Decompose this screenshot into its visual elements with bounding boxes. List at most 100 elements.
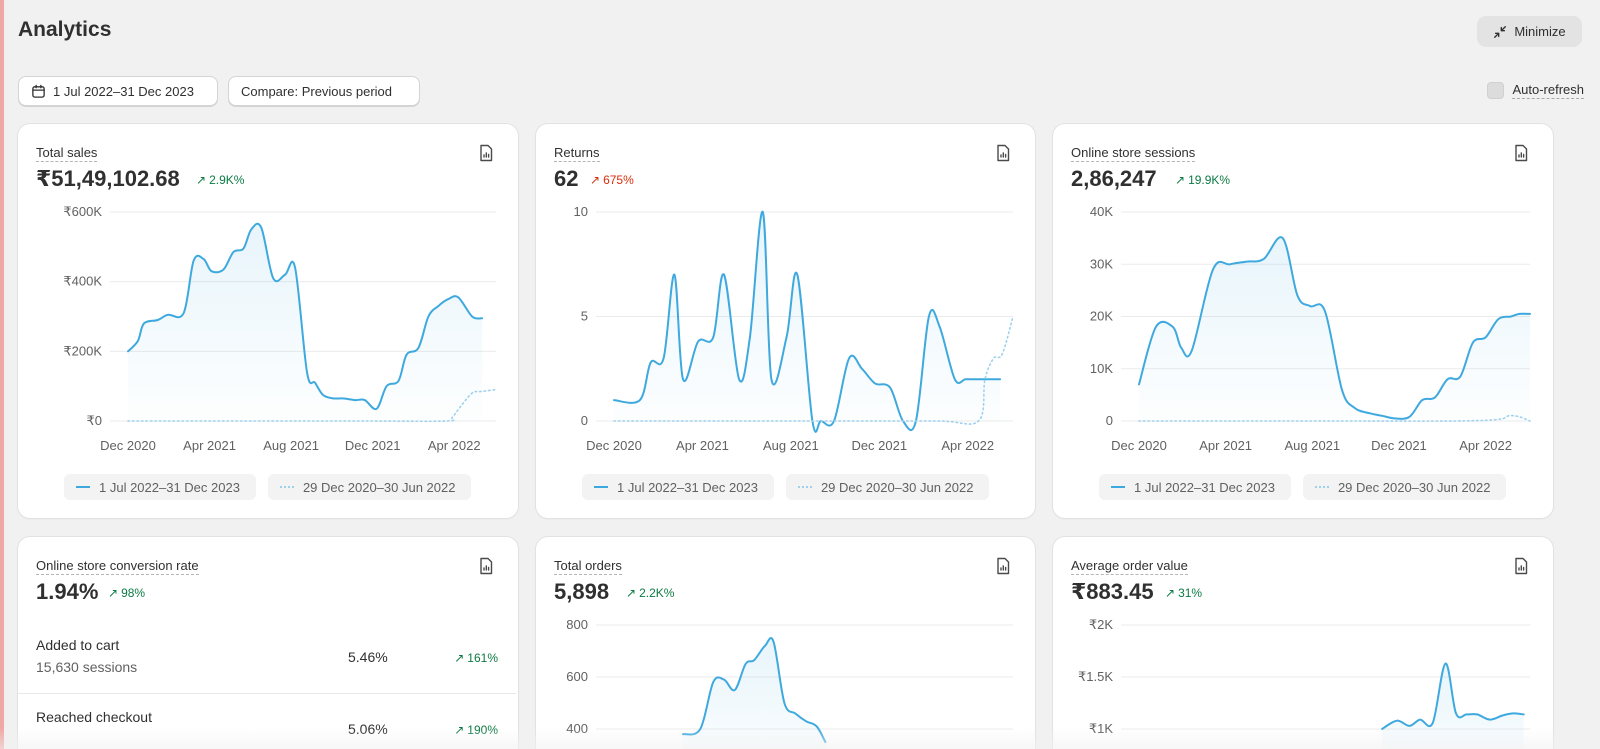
- y-tick-label: 5: [581, 309, 588, 324]
- card-value: 1.94%: [36, 579, 99, 604]
- legend-previous[interactable]: 29 Dec 2020–30 Jun 2022: [267, 474, 472, 500]
- series-line-current: [1381, 662, 1525, 730]
- card-title: Total orders: [554, 558, 622, 575]
- chart-legend: 1 Jul 2022–31 Dec 2023 29 Dec 2020–30 Ju…: [582, 474, 990, 500]
- auto-refresh-toggle[interactable]: Auto-refresh: [1487, 82, 1584, 99]
- x-tick-label: Aug 2021: [763, 438, 819, 453]
- arrow-up-icon: ↗: [626, 586, 637, 600]
- legend-previous-label: 29 Dec 2020–30 Jun 2022: [1337, 479, 1491, 495]
- card-title: Total sales: [36, 145, 98, 162]
- card-value: 62: [554, 166, 579, 191]
- average-order-value-card[interactable]: Average order value ₹883.45 ↗ 31% ₹1K ₹1.…: [1053, 537, 1553, 749]
- calendar-icon: [32, 84, 45, 98]
- minimize-icon: [1494, 25, 1507, 38]
- compare-button[interactable]: Compare: Previous period: [228, 76, 420, 106]
- change-value: 19.9K%: [1188, 173, 1231, 187]
- change-value: 98%: [121, 586, 146, 600]
- funnel-step-change-value: 190%: [467, 723, 498, 737]
- total-sales-chart: ₹0 ₹200K ₹400K ₹600K Dec 2020 Apr 2021 Aug 202…: [63, 204, 497, 453]
- y-tick-label: ₹1K: [1089, 721, 1114, 736]
- export-report-icon[interactable]: [478, 557, 494, 575]
- legend-solid-swatch: [594, 486, 608, 488]
- total-sales-card[interactable]: Total sales ₹51,49,102.68 ↗ 2.9K% ₹0 ₹200…: [18, 124, 518, 518]
- y-tick-label: ₹2K: [1089, 617, 1114, 632]
- arrow-up-icon: ↗: [108, 586, 119, 600]
- series-line-current: [682, 637, 827, 743]
- series-area: [128, 223, 483, 421]
- card-value: 5,898: [554, 579, 610, 604]
- series-line-current: [1138, 236, 1531, 420]
- x-tick-label: Apr 2021: [1199, 438, 1252, 453]
- y-tick-label: 0: [581, 413, 588, 428]
- y-tick-label: 10: [574, 204, 588, 219]
- chart-legend: 1 Jul 2022–31 Dec 2023 29 Dec 2020–30 Ju…: [1099, 474, 1507, 500]
- legend-current[interactable]: 1 Jul 2022–31 Dec 2023: [1099, 474, 1291, 500]
- legend-current-label: 1 Jul 2022–31 Dec 2023: [1134, 479, 1275, 495]
- y-tick-label: 0: [1106, 413, 1113, 428]
- returns-card[interactable]: Returns 62 ↗ 675% 0 5 10 Dec 2020 Apr 2021 Au…: [536, 124, 1035, 518]
- funnel-step-change: ↗ 190%: [454, 723, 498, 737]
- funnel-row-added-to-cart: Added to cart 15,630 sessions 5.46% ↗ 16…: [18, 623, 516, 693]
- auto-refresh-checkbox[interactable]: [1487, 82, 1505, 99]
- legend-solid-swatch: [76, 486, 90, 488]
- sessions-chart: 0 10K 20K 30K 40K Dec 2020 Apr 2021 Aug 2021 Dec…: [1090, 204, 1531, 453]
- conversion-rate-card[interactable]: Online store conversion rate 1.94% ↗ 98%…: [18, 537, 518, 749]
- x-tick-label: Dec 2020: [1111, 438, 1167, 453]
- y-tick-label: 400: [566, 721, 588, 736]
- export-report-icon[interactable]: [995, 557, 1011, 575]
- x-tick-label: Apr 2022: [428, 438, 481, 453]
- series-line-previous: [1138, 414, 1531, 422]
- legend-current-label: 1 Jul 2022–31 Dec 2023: [617, 479, 758, 495]
- y-tick-label: ₹400K: [63, 274, 102, 289]
- x-tick-label: Aug 2021: [263, 438, 319, 453]
- total-orders-card[interactable]: Total orders 5,898 ↗ 2.2K% 400 600 800: [536, 537, 1035, 749]
- change-value: 675%: [603, 173, 634, 187]
- x-tick-label: Apr 2022: [1459, 438, 1512, 453]
- auto-refresh-label: Auto-refresh: [1512, 82, 1584, 99]
- card-value: ₹883.45: [1071, 579, 1154, 604]
- y-tick-label: 30K: [1090, 256, 1113, 271]
- x-tick-label: Aug 2021: [1284, 438, 1340, 453]
- change-badge: ↗ 19.9K%: [1175, 173, 1230, 187]
- legend-dotted-swatch: [1314, 486, 1329, 488]
- funnel-step-label: Added to cart: [36, 637, 120, 653]
- x-tick-label: Dec 2021: [345, 438, 401, 453]
- arrow-up-icon: ↗: [1165, 586, 1176, 600]
- card-title: Average order value: [1071, 558, 1188, 575]
- legend-current[interactable]: 1 Jul 2022–31 Dec 2023: [582, 474, 774, 500]
- y-tick-label: 800: [566, 617, 588, 632]
- legend-previous[interactable]: 29 Dec 2020–30 Jun 2022: [785, 474, 990, 500]
- minimize-button[interactable]: Minimize: [1477, 16, 1582, 47]
- funnel-step-rate: 5.46%: [348, 649, 388, 665]
- compare-label: Compare: Previous period: [241, 83, 393, 99]
- page-title: Analytics: [18, 18, 112, 41]
- legend-previous-label: 29 Dec 2020–30 Jun 2022: [820, 479, 974, 495]
- sessions-card[interactable]: Online store sessions 2,86,247 ↗ 19.9K% …: [1053, 124, 1553, 518]
- y-tick-label: ₹0: [86, 413, 102, 428]
- change-badge: ↗ 98%: [108, 586, 145, 600]
- legend-current[interactable]: 1 Jul 2022–31 Dec 2023: [64, 474, 256, 500]
- funnel-step-label: Reached checkout: [36, 709, 152, 725]
- export-report-icon[interactable]: [1513, 144, 1529, 162]
- average-order-value-chart: ₹1K ₹1.5K ₹2K: [1078, 617, 1530, 749]
- legend-previous-label: 29 Dec 2020–30 Jun 2022: [302, 479, 456, 495]
- change-value: 2.9K%: [209, 173, 245, 187]
- funnel-step-change-value: 161%: [467, 651, 498, 665]
- minimize-label: Minimize: [1514, 24, 1566, 39]
- legend-previous[interactable]: 29 Dec 2020–30 Jun 2022: [1302, 474, 1507, 500]
- y-tick-label: 10K: [1090, 361, 1113, 376]
- arrow-up-icon: ↗: [454, 651, 465, 665]
- series-line-previous: [127, 388, 497, 423]
- change-badge: ↗ 31%: [1165, 586, 1202, 600]
- total-orders-chart: 400 600 800: [566, 617, 1013, 749]
- x-tick-label: Apr 2021: [676, 438, 729, 453]
- date-range-button[interactable]: 1 Jul 2022–31 Dec 2023: [18, 76, 218, 106]
- change-value: 31%: [1178, 586, 1203, 600]
- legend-dotted-swatch: [797, 486, 812, 488]
- funnel-row-reached-checkout: Reached checkout 5.06% ↗ 190%: [18, 693, 516, 749]
- export-report-icon[interactable]: [995, 144, 1011, 162]
- export-report-icon[interactable]: [1513, 557, 1529, 575]
- card-value: 2,86,247: [1071, 166, 1157, 191]
- export-report-icon[interactable]: [478, 144, 494, 162]
- y-tick-label: 40K: [1090, 204, 1113, 219]
